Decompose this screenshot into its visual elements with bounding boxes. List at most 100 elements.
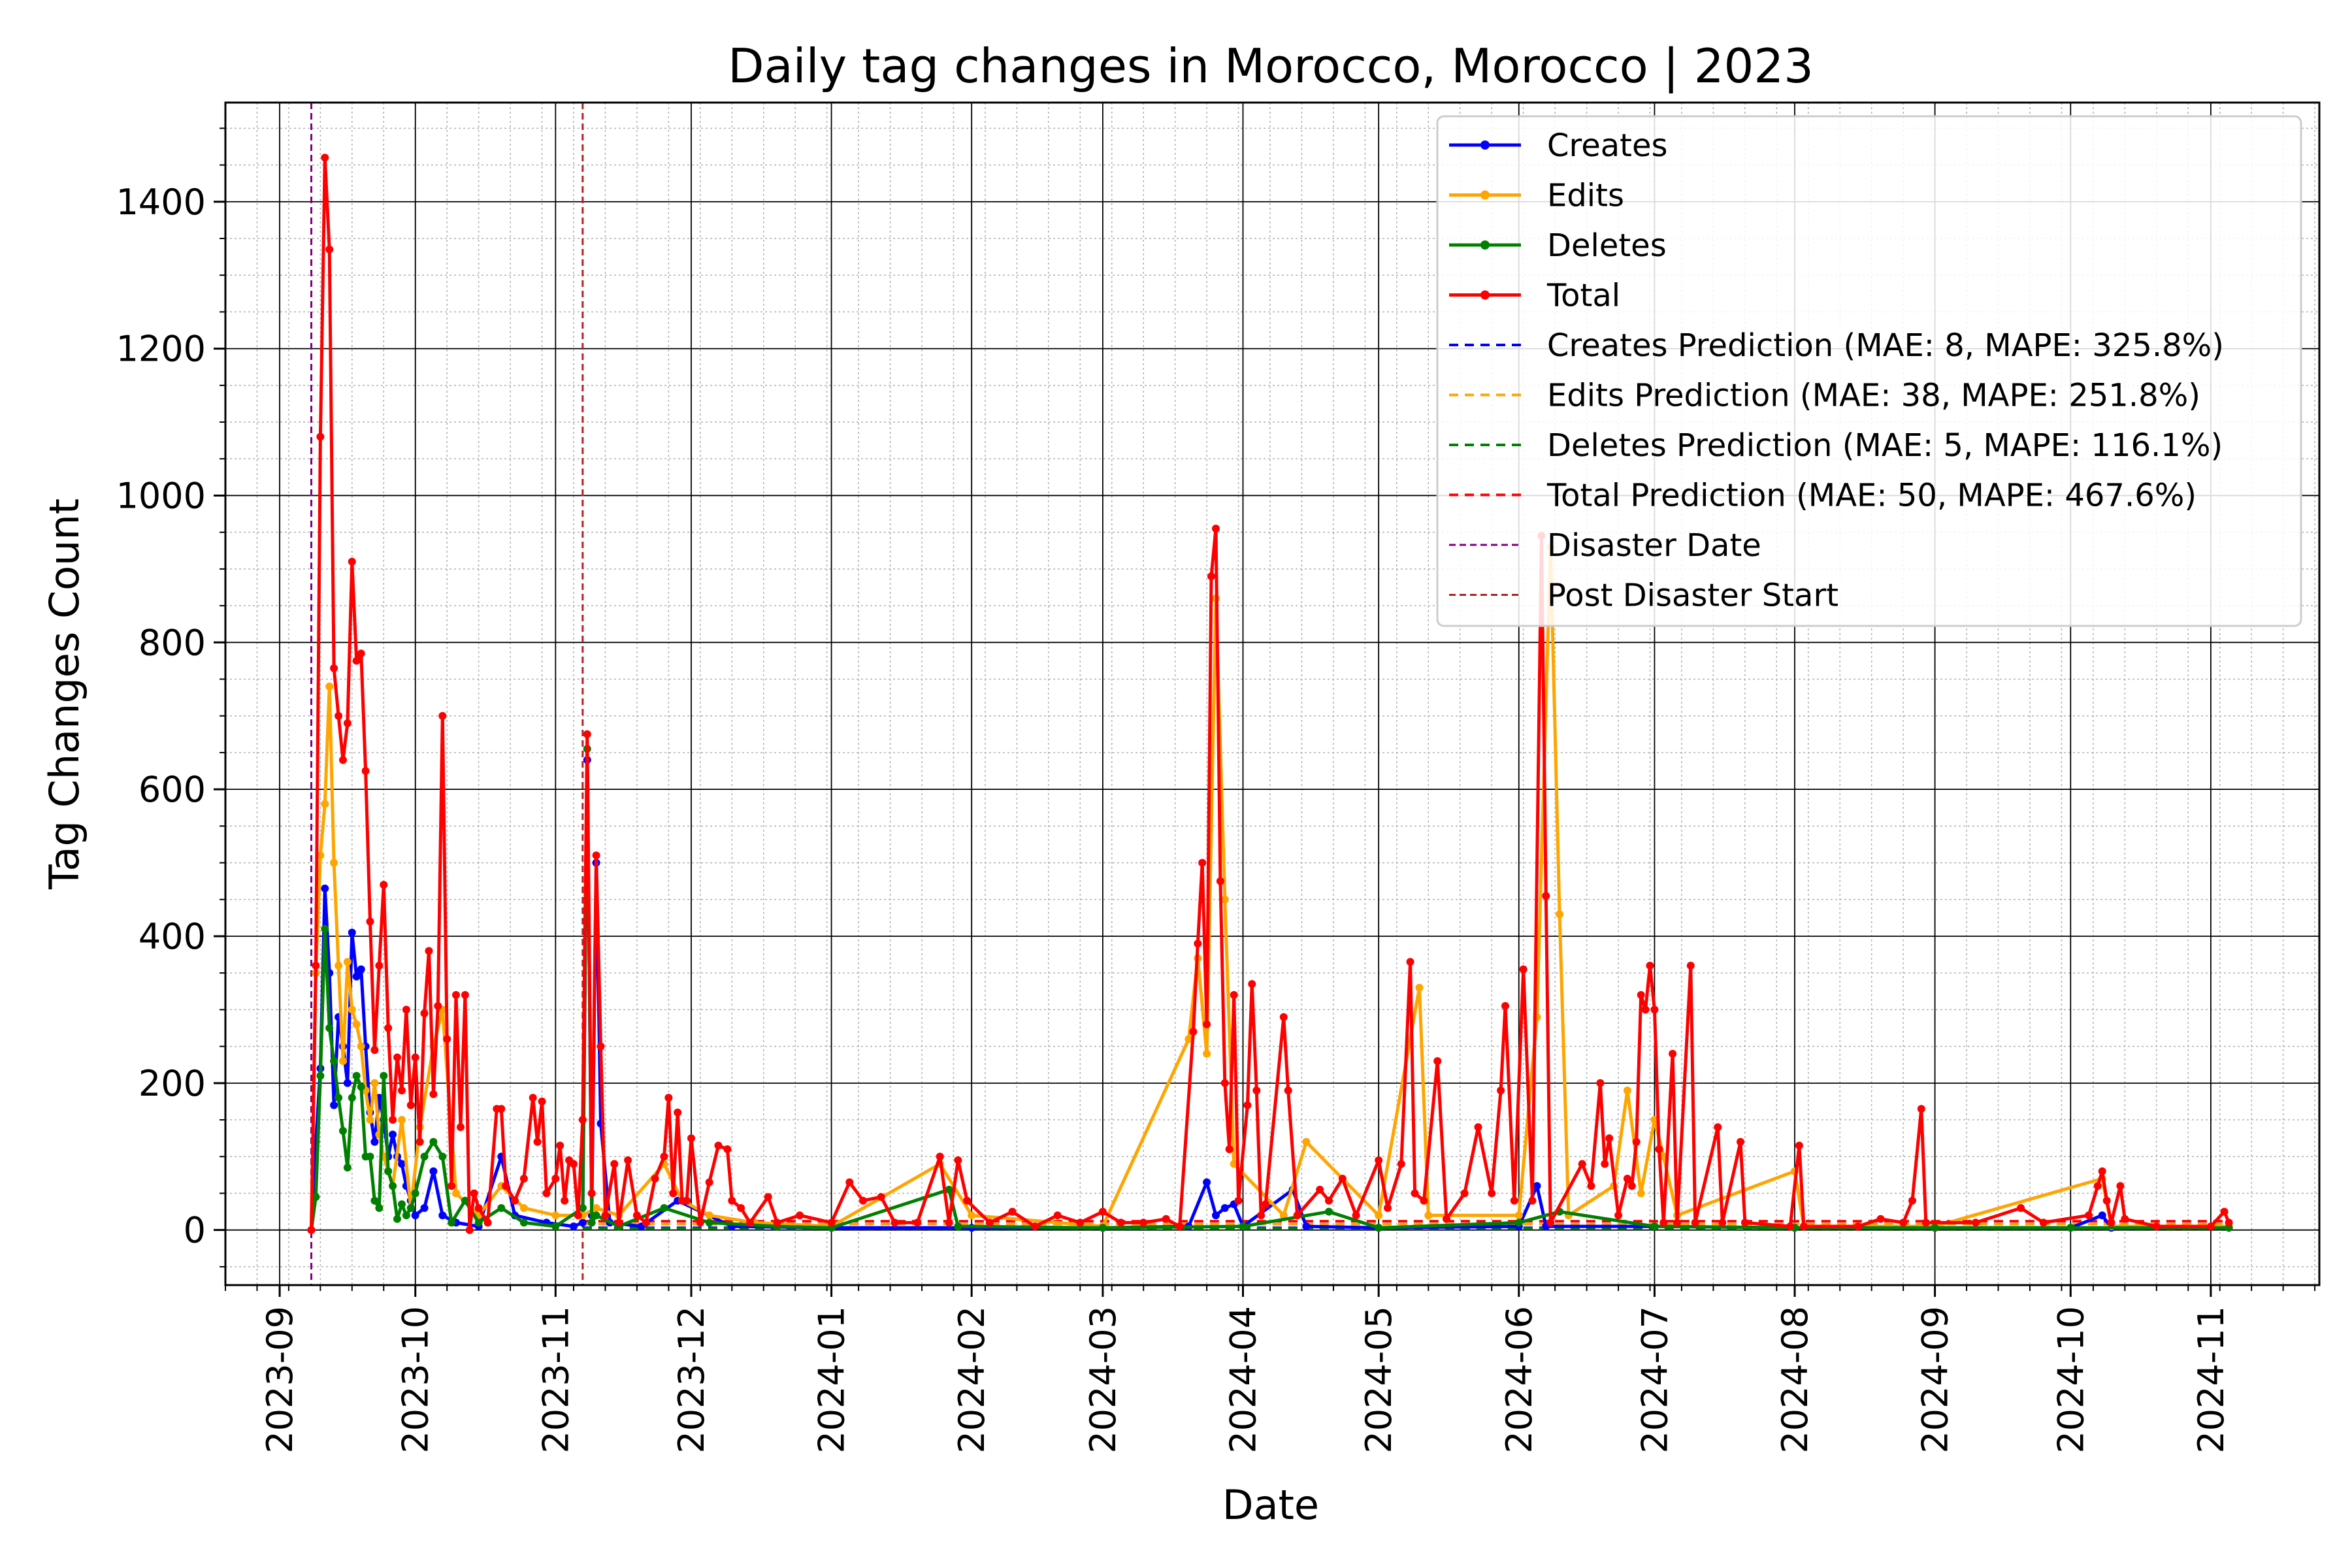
data-point-deletes [1514,1218,1523,1227]
x-tick-label: 2024-09 [1915,1306,1956,1454]
plot-frame [224,101,2321,1286]
data-point-total [583,730,591,738]
x-tick-label: 2024-08 [1774,1306,1816,1454]
data-point-edits [1184,1035,1193,1043]
data-point-total [660,1152,668,1161]
data-point-creates [1533,1182,1541,1190]
data-point-total [1795,1141,1803,1150]
data-point-deletes [411,1189,419,1198]
data-point-deletes [945,1185,953,1194]
data-point-total [375,962,384,970]
legend-marker [1480,190,1490,200]
x-tick-label: 2023-09 [259,1306,301,1454]
data-point-total [723,1145,732,1153]
data-point-total [366,917,374,926]
data-point-deletes [705,1218,713,1227]
data-point-total [393,1053,401,1062]
data-point-total [1659,1218,1668,1227]
data-point-total [561,1196,569,1205]
data-point-deletes [438,1152,447,1161]
data-point-total [587,1189,596,1198]
data-point-total [1627,1182,1636,1190]
data-point-total [764,1193,772,1201]
data-point-total [1528,1196,1537,1205]
data-point-total [406,1101,415,1109]
data-point-total [1008,1207,1017,1216]
data-point-total [1433,1057,1442,1066]
data-point-total [2017,1204,2025,1212]
y-tick-label: 1400 [116,182,206,223]
data-point-deletes [954,1222,962,1231]
data-point-total [1673,1218,1681,1227]
data-point-total [461,990,469,999]
data-point-total [1908,1196,1916,1205]
y-tick-label: 400 [139,916,206,957]
data-point-deletes [398,1200,406,1209]
data-point-deletes [335,1094,343,1102]
data-point-creates [389,1130,397,1139]
data-point-edits [321,800,329,808]
data-point-creates [370,1137,379,1146]
data-point-creates [570,1222,578,1231]
data-point-total [1338,1175,1347,1183]
data-point-total [1375,1156,1383,1164]
data-point-edits [316,851,325,860]
legend-label: Creates [1547,127,1668,164]
data-point-total [348,557,356,566]
data-point-deletes [551,1222,560,1231]
data-point-total [1876,1215,1885,1223]
x-tick-label: 2024-10 [2050,1306,2091,1454]
chart-title: Daily tag changes in Morocco, Morocco | … [728,39,1814,94]
data-point-total [352,657,361,665]
data-point-total [1899,1218,1908,1227]
data-point-total [2206,1222,2215,1231]
data-point-total [705,1178,713,1186]
data-point-total [714,1141,723,1150]
data-point-edits [1424,1211,1433,1220]
data-point-total [497,1105,506,1113]
data-point-total [674,1108,682,1117]
data-point-total [402,1005,410,1014]
data-point-total [615,1218,623,1227]
data-point-creates [578,1218,587,1227]
data-point-total [936,1152,944,1161]
data-point-total [596,1042,605,1051]
data-point-total [1799,1222,1808,1231]
data-point-total [890,1218,899,1227]
data-point-total [574,1211,582,1220]
data-point-total [945,1218,953,1227]
data-point-total [380,881,388,889]
data-point-deletes [592,1211,600,1220]
data-point-total [1632,1137,1641,1146]
data-point-creates [398,1160,406,1168]
legend-label: Disaster Date [1547,527,1761,564]
legend-label: Deletes Prediction (MAE: 5, MAPE: 116.1%… [1547,427,2223,464]
data-point-total [1587,1182,1595,1190]
data-point-deletes [348,1094,356,1102]
data-point-total [2107,1218,2115,1227]
data-point-total [1293,1211,1301,1220]
data-point-deletes [330,1057,338,1066]
data-point-total [1248,980,1256,988]
data-point-creates [321,884,329,892]
data-point-total [457,1123,465,1132]
data-point-deletes [1325,1207,1333,1216]
x-tick-label: 2024-02 [951,1306,992,1454]
data-point-total [1406,958,1414,966]
data-point-creates [1302,1222,1311,1231]
data-point-edits [348,1005,356,1014]
data-point-deletes [384,1167,393,1175]
data-point-total [859,1196,867,1205]
data-point-total [448,1182,456,1190]
data-point-total [1714,1123,1722,1132]
data-point-total [796,1211,804,1220]
data-point-deletes [587,1218,596,1227]
data-point-total [1646,962,1654,970]
data-point-edits [330,858,338,867]
data-point-total [1669,1049,1677,1058]
x-tick-label: 2024-01 [811,1306,853,1454]
data-point-deletes [474,1218,483,1227]
data-point-total [651,1175,659,1183]
data-point-deletes [406,1204,415,1212]
x-tick-label: 2024-06 [1499,1306,1540,1454]
